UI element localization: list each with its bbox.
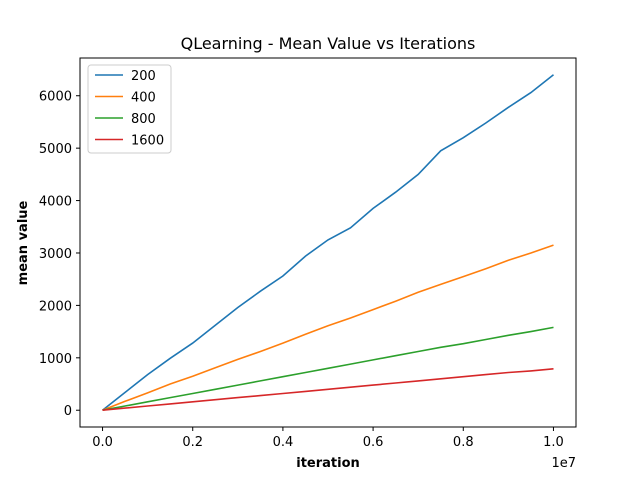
x-tick-label: 1.0 bbox=[543, 435, 564, 450]
y-tick-label: 4000 bbox=[39, 195, 72, 210]
y-axis-label: mean value bbox=[16, 200, 31, 285]
legend-box bbox=[87, 64, 172, 154]
y-axis-ticks: 0 1000 2000 3000 4000 5000 6000 bbox=[39, 90, 80, 419]
y-tick-label: 3000 bbox=[39, 247, 72, 262]
x-tick-label: 0.8 bbox=[453, 435, 474, 450]
x-tick-label: 0.2 bbox=[182, 435, 203, 450]
series-line-400 bbox=[102, 244, 554, 411]
y-tick-label: 2000 bbox=[39, 299, 72, 314]
chart-title: QLearning - Mean Value vs Iterations bbox=[181, 34, 476, 53]
series-line-800 bbox=[102, 326, 554, 411]
legend-label-1600: 1600 bbox=[131, 134, 164, 149]
y-tick-label: 0 bbox=[64, 404, 72, 419]
x-tick-label: 0.4 bbox=[273, 435, 294, 450]
x-tick-label: 0.0 bbox=[92, 435, 113, 450]
legend-label-400: 400 bbox=[131, 91, 156, 106]
x-tick-label: 0.6 bbox=[363, 435, 384, 450]
plot-lines bbox=[102, 74, 554, 411]
y-tick-label: 5000 bbox=[39, 142, 72, 157]
x-axis-offset-label: 1e7 bbox=[551, 456, 576, 471]
plot-frame bbox=[79, 57, 577, 428]
x-axis-ticks: 0.0 0.2 0.4 0.6 0.8 1.0 bbox=[92, 427, 564, 450]
legend-label-200: 200 bbox=[131, 69, 156, 84]
y-tick-label: 1000 bbox=[39, 352, 72, 367]
y-tick-label: 6000 bbox=[39, 90, 72, 105]
series-line-1600 bbox=[102, 368, 554, 411]
legend: 200 400 800 1600 bbox=[87, 64, 172, 154]
series-line-200 bbox=[102, 74, 554, 411]
x-axis-label: iteration bbox=[296, 456, 360, 471]
legend-label-800: 800 bbox=[131, 112, 156, 127]
